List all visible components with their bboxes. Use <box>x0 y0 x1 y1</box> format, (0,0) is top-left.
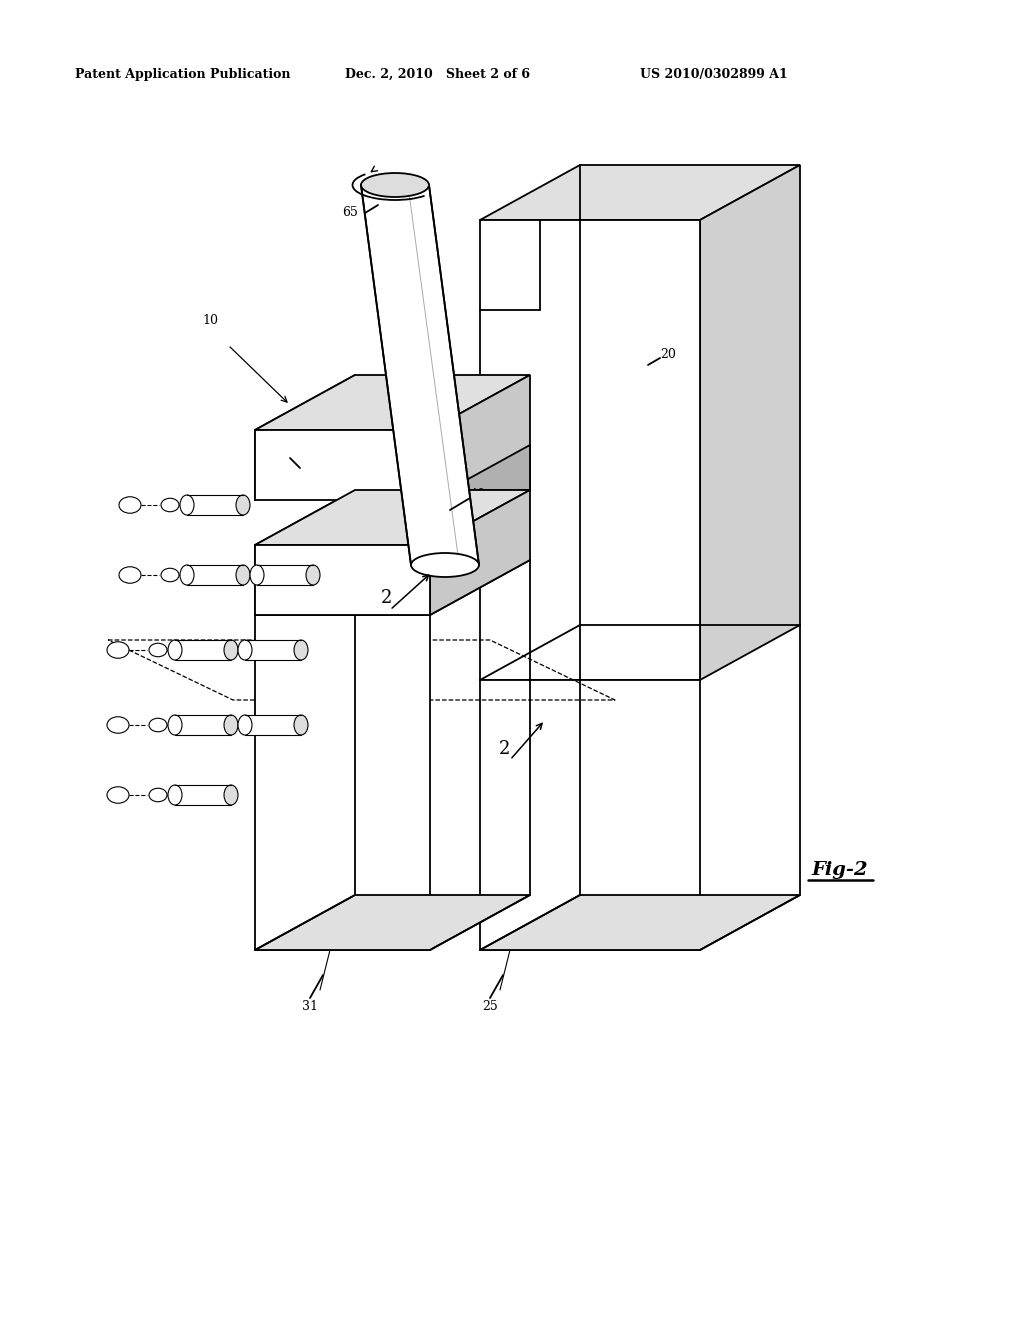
Text: 2: 2 <box>499 741 510 758</box>
Ellipse shape <box>250 565 264 585</box>
Ellipse shape <box>306 565 319 585</box>
Ellipse shape <box>150 643 167 657</box>
Ellipse shape <box>119 496 141 513</box>
Ellipse shape <box>411 553 479 577</box>
Polygon shape <box>430 375 530 500</box>
Ellipse shape <box>361 173 429 197</box>
Ellipse shape <box>106 787 129 804</box>
Bar <box>245 640 301 660</box>
Bar <box>175 640 231 660</box>
Polygon shape <box>480 895 800 950</box>
Text: 25: 25 <box>482 1001 498 1012</box>
Ellipse shape <box>168 785 182 805</box>
Polygon shape <box>480 165 800 220</box>
Text: 31: 31 <box>302 1001 318 1012</box>
Text: 40: 40 <box>470 488 486 502</box>
Text: 30: 30 <box>286 449 302 462</box>
Ellipse shape <box>294 715 308 735</box>
Ellipse shape <box>150 718 167 731</box>
Ellipse shape <box>150 788 167 801</box>
Ellipse shape <box>168 640 182 660</box>
Ellipse shape <box>161 568 179 582</box>
Bar <box>187 565 243 585</box>
Ellipse shape <box>180 565 194 585</box>
Text: US 2010/0302899 A1: US 2010/0302899 A1 <box>640 69 787 81</box>
Ellipse shape <box>238 715 252 735</box>
Bar <box>257 565 313 585</box>
Polygon shape <box>255 430 430 500</box>
Ellipse shape <box>224 715 238 735</box>
Text: Patent Application Publication: Patent Application Publication <box>75 69 291 81</box>
Polygon shape <box>255 545 430 615</box>
Text: 20: 20 <box>660 348 676 362</box>
Ellipse shape <box>168 715 182 735</box>
Ellipse shape <box>236 565 250 585</box>
Polygon shape <box>355 445 530 490</box>
Ellipse shape <box>224 785 238 805</box>
Ellipse shape <box>161 498 179 512</box>
Polygon shape <box>255 490 530 545</box>
Polygon shape <box>255 895 530 950</box>
Ellipse shape <box>106 642 129 659</box>
Ellipse shape <box>224 640 238 660</box>
Bar <box>175 785 231 805</box>
Ellipse shape <box>294 640 308 660</box>
Ellipse shape <box>180 495 194 515</box>
Polygon shape <box>255 615 430 950</box>
Bar <box>187 495 243 515</box>
Polygon shape <box>480 220 700 680</box>
Polygon shape <box>700 165 800 680</box>
Text: 65: 65 <box>342 206 358 219</box>
Polygon shape <box>430 490 530 615</box>
Ellipse shape <box>119 566 141 583</box>
Ellipse shape <box>238 640 252 660</box>
Polygon shape <box>480 680 700 950</box>
Bar <box>245 715 301 735</box>
Text: Fig-2: Fig-2 <box>812 861 868 879</box>
Polygon shape <box>361 185 479 565</box>
Bar <box>175 715 231 735</box>
Text: Dec. 2, 2010   Sheet 2 of 6: Dec. 2, 2010 Sheet 2 of 6 <box>345 69 530 81</box>
Ellipse shape <box>106 717 129 733</box>
Text: 2: 2 <box>381 589 392 607</box>
Text: 10: 10 <box>202 314 218 326</box>
Polygon shape <box>255 375 530 430</box>
Ellipse shape <box>236 495 250 515</box>
Polygon shape <box>255 560 530 615</box>
